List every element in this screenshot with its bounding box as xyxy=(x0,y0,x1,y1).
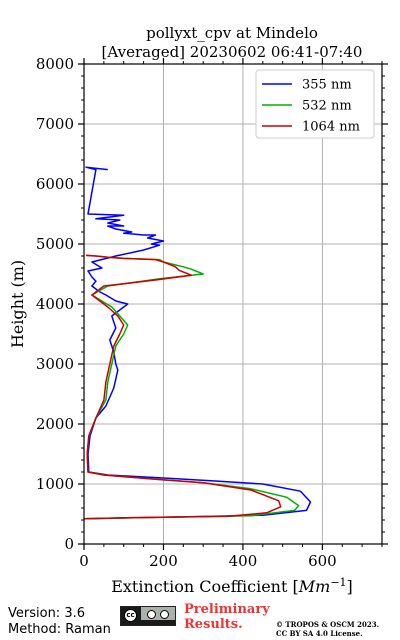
y-tick-label: 0 xyxy=(64,535,74,553)
y-axis-label: Height (m) xyxy=(8,260,27,348)
preliminary-line-2: Results. xyxy=(184,617,243,632)
y-tick-label: 8000 xyxy=(36,55,74,73)
cc-license-badge: cc xyxy=(120,606,176,626)
x-axis-label-exponent: −1 xyxy=(330,576,346,589)
y-tick-label: 6000 xyxy=(36,175,74,193)
y-tick-label: 5000 xyxy=(36,235,74,253)
axis-ticks: 0 200 400 600010002000300040005000600070008… xyxy=(36,55,388,570)
share-alike-icon xyxy=(160,610,169,619)
copyright-note: © TROPOS & OSCM 2023. CC BY SA 4.0 Licen… xyxy=(276,620,379,638)
y-tick-label: 1000 xyxy=(36,475,74,493)
x-axis-label-main: Extinction Coefficient [ xyxy=(111,577,299,596)
chart-legend: 355 nm 532 nm 1064 nm xyxy=(255,69,375,139)
preliminary-results-note: Preliminary Results. xyxy=(184,602,270,632)
x-tick-label: 400 xyxy=(229,552,258,570)
chart-title: pollyxt_cpv at Mindelo xyxy=(146,24,318,42)
y-tick-label: 3000 xyxy=(36,355,74,373)
cc-logo-icon: cc xyxy=(124,609,137,622)
cc-badge-bar xyxy=(141,620,175,625)
chart-subtitle: [Averaged] 20230602 06:41-07:40 xyxy=(102,43,363,61)
method-text: Method: Raman xyxy=(8,622,111,637)
footer-info: Version: 3.6 Method: Raman xyxy=(8,606,111,638)
y-tick-label: 7000 xyxy=(36,115,74,133)
legend-box xyxy=(255,69,375,139)
series-layer xyxy=(84,166,312,520)
series-line-1064-nm xyxy=(84,254,282,520)
version-text: Version: 3.6 xyxy=(8,606,85,621)
legend-label-1064-nm: 1064 nm xyxy=(302,120,360,135)
series-line-532-nm xyxy=(84,254,300,520)
legend-label-355-nm: 355 nm xyxy=(302,78,352,93)
preliminary-line-1: Preliminary xyxy=(184,602,270,617)
x-axis-label-close: ] xyxy=(347,577,353,596)
x-tick-label: 0 xyxy=(79,552,89,570)
y-tick-label: 2000 xyxy=(36,415,74,433)
x-tick-label: 600 xyxy=(308,552,337,570)
x-axis-label-unit: Mm xyxy=(298,577,331,596)
copyright-line-2: CC BY SA 4.0 License. xyxy=(276,629,363,638)
legend-label-532-nm: 532 nm xyxy=(302,99,352,114)
x-axis-label: Extinction Coefficient [Mm−1] xyxy=(111,576,353,596)
by-attribution-icon xyxy=(147,610,156,619)
x-tick-label: 200 xyxy=(149,552,178,570)
y-tick-label: 4000 xyxy=(36,295,74,313)
copyright-line-1: © TROPOS & OSCM 2023. xyxy=(276,620,380,629)
